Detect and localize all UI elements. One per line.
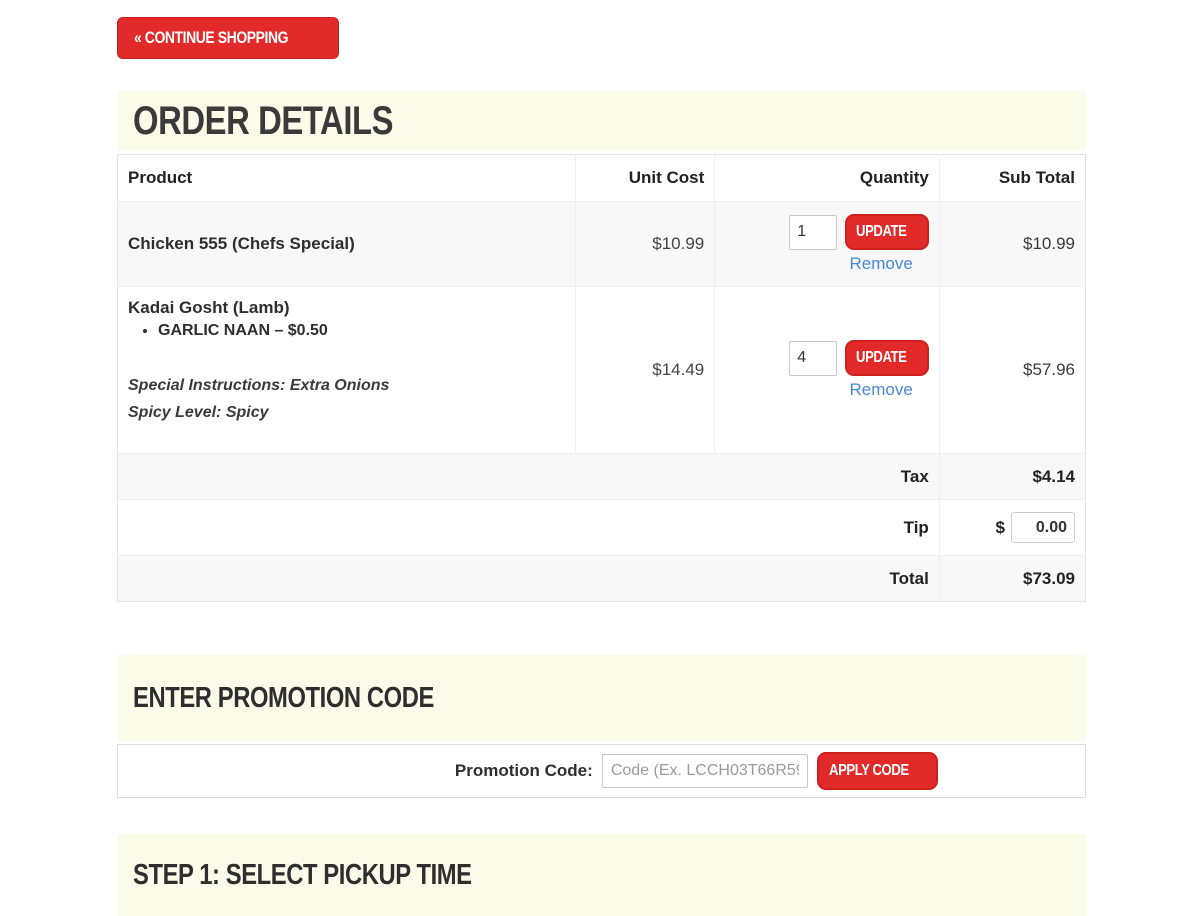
product-name: Kadai Gosht (Lamb): [128, 298, 290, 317]
unit-cost-cell: $10.99: [575, 201, 716, 287]
table-row: Chicken 555 (Chefs Special) $10.99 UPDAT…: [117, 201, 1086, 287]
table-header-row: Product Unit Cost Quantity Sub Total: [117, 154, 1086, 202]
tax-row: Tax $4.14: [117, 453, 1086, 500]
unit-cost-cell: $14.49: [575, 286, 716, 454]
promotion-code-label: Promotion Code:: [454, 761, 593, 780]
quantity-cell: UPDATE Remove: [714, 201, 940, 287]
promotion-header: ENTER PROMOTION CODE: [117, 655, 1086, 741]
promotion-title: ENTER PROMOTION CODE: [133, 681, 434, 714]
tip-currency-symbol: $: [995, 517, 1005, 537]
quantity-cell: UPDATE Remove: [714, 286, 940, 454]
promotion-row: Promotion Code: APPLY CODE: [117, 744, 1086, 798]
tax-label: Tax: [117, 453, 940, 500]
total-row: Total $73.09: [117, 555, 1086, 602]
update-button[interactable]: UPDATE: [845, 214, 929, 250]
product-name: Chicken 555 (Chefs Special): [128, 234, 355, 253]
step1-header: STEP 1: SELECT PICKUP TIME: [117, 834, 1086, 916]
tip-cell: $: [939, 500, 1085, 556]
addon-item: GARLIC NAAN – $0.50: [158, 322, 565, 340]
note-line: Spicy Level: Spicy: [128, 404, 269, 422]
tip-label: Tip: [117, 499, 940, 556]
order-details-title: ORDER DETAILS: [133, 98, 394, 143]
column-header-unit-cost: Unit Cost: [575, 154, 716, 202]
order-table: Product Unit Cost Quantity Sub Total Chi…: [117, 154, 1086, 602]
continue-shopping-label: « CONTINUE SHOPPING: [134, 28, 289, 47]
remove-link[interactable]: Remove: [849, 254, 913, 273]
step1-title: STEP 1: SELECT PICKUP TIME: [133, 858, 472, 891]
product-cell: Kadai Gosht (Lamb) GARLIC NAAN – $0.50 S…: [117, 286, 576, 454]
table-row: Kadai Gosht (Lamb) GARLIC NAAN – $0.50 S…: [117, 286, 1086, 454]
tip-input[interactable]: [1011, 512, 1075, 543]
promotion-code-input[interactable]: [601, 754, 808, 788]
column-header-quantity: Quantity: [714, 154, 940, 202]
sub-total-cell: $57.96: [1023, 360, 1075, 379]
sub-total-cell: $10.99: [1023, 234, 1075, 253]
quantity-input[interactable]: [789, 214, 838, 250]
quantity-input[interactable]: [789, 340, 838, 376]
order-details-header: ORDER DETAILS: [117, 91, 1086, 151]
addon-list: GARLIC NAAN – $0.50: [158, 322, 565, 340]
continue-shopping-button[interactable]: « CONTINUE SHOPPING: [117, 17, 339, 59]
total-value: $73.09: [1023, 568, 1075, 588]
page-content: « CONTINUE SHOPPING ORDER DETAILS Produc…: [117, 0, 1086, 916]
column-header-product: Product: [117, 154, 576, 202]
apply-code-button[interactable]: APPLY CODE: [816, 752, 939, 790]
tax-value: $4.14: [1032, 466, 1075, 486]
update-button[interactable]: UPDATE: [845, 340, 929, 376]
remove-link[interactable]: Remove: [849, 380, 913, 399]
column-header-sub-total: Sub Total: [998, 168, 1075, 187]
note-line: Special Instructions: Extra Onions: [128, 377, 390, 394]
total-label: Total: [117, 555, 940, 602]
special-instructions: Special Instructions: Extra Onions Spicy…: [128, 372, 565, 426]
tip-row: Tip $: [117, 499, 1086, 556]
product-cell: Chicken 555 (Chefs Special): [117, 201, 576, 287]
